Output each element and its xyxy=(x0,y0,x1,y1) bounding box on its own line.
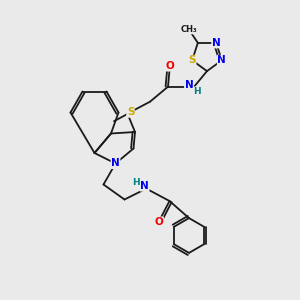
Text: S: S xyxy=(127,107,134,117)
Text: N: N xyxy=(212,38,220,48)
Text: N: N xyxy=(218,55,226,65)
Text: S: S xyxy=(188,55,196,65)
Text: CH₃: CH₃ xyxy=(181,25,197,34)
Text: N: N xyxy=(111,158,120,169)
Text: N: N xyxy=(184,80,194,91)
Text: O: O xyxy=(165,61,174,71)
Text: H: H xyxy=(132,178,140,187)
Text: O: O xyxy=(154,217,164,227)
Text: N: N xyxy=(140,181,149,191)
Text: H: H xyxy=(193,87,201,96)
